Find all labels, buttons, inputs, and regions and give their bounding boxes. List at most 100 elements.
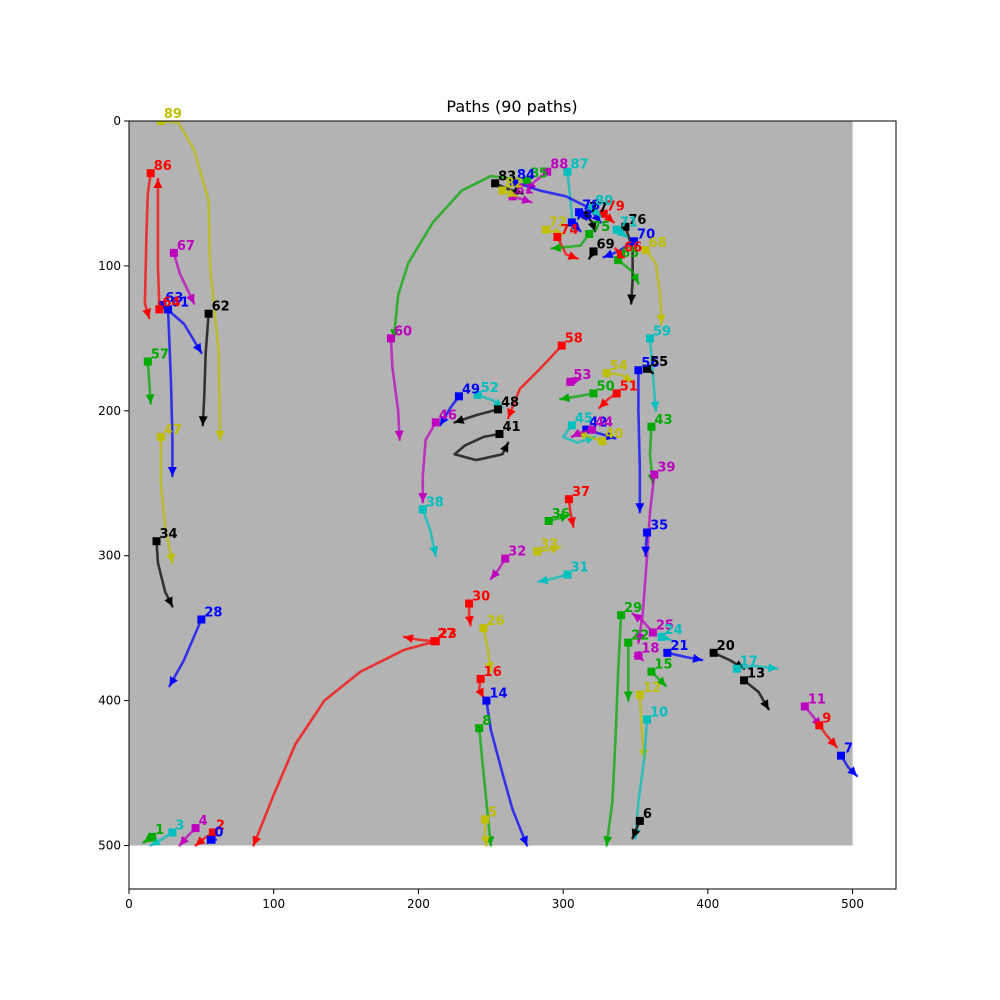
path-end-arrow	[558, 513, 569, 523]
grayscale-image-extent	[129, 121, 853, 846]
path-start-marker	[650, 470, 659, 479]
path-57	[143, 357, 155, 405]
path-line	[143, 171, 153, 320]
path-end-arrow	[390, 328, 400, 339]
path-number-label: 76	[628, 213, 646, 228]
path-number-label: 39	[657, 461, 675, 476]
path-start-marker	[630, 237, 639, 246]
path-49	[438, 392, 463, 427]
path-number-label: 67	[177, 239, 195, 254]
path-59	[645, 334, 660, 413]
path-50	[558, 389, 598, 403]
path-end-arrow	[169, 676, 178, 687]
path-number-label: 57	[151, 348, 169, 363]
path-80	[588, 203, 603, 218]
path-start-marker	[473, 390, 482, 399]
path-start-marker	[641, 245, 650, 254]
path-2	[194, 828, 217, 847]
path-start-marker	[501, 554, 510, 563]
path-67	[169, 248, 196, 305]
path-line	[201, 312, 210, 427]
path-end-arrow	[521, 195, 532, 204]
path-end-arrow	[571, 428, 582, 437]
path-start-marker	[208, 828, 217, 837]
path-end-arrow	[827, 737, 837, 747]
path-start-marker	[588, 203, 597, 212]
path-end-arrow	[454, 415, 465, 424]
path-58	[506, 341, 566, 420]
path-end-arrow	[186, 293, 195, 304]
path-start-marker	[475, 724, 484, 733]
path-28	[168, 615, 206, 688]
x-tick-label: 100	[262, 897, 285, 911]
path-start-marker	[635, 690, 644, 699]
path-21	[663, 648, 704, 663]
path-44	[570, 425, 597, 439]
path-number-label: 4	[199, 814, 208, 829]
path-end-arrow	[464, 615, 474, 626]
path-51	[598, 389, 621, 410]
path-number-label: 2	[216, 818, 225, 833]
x-tick-label: 200	[407, 897, 430, 911]
path-number-label: 78	[582, 198, 600, 213]
path-65	[614, 256, 640, 285]
path-25	[631, 612, 657, 637]
path-number-label: 48	[501, 395, 519, 410]
path-number-label: 1	[155, 823, 164, 838]
path-74	[553, 232, 579, 260]
path-5	[480, 815, 490, 847]
path-end-arrow	[394, 430, 404, 440]
path-line	[421, 421, 438, 504]
path-number-label: 58	[565, 332, 583, 347]
path-start-marker	[479, 624, 488, 633]
path-start-marker	[612, 225, 621, 234]
path-start-marker	[732, 664, 741, 673]
path-line	[637, 473, 656, 644]
path-start-marker	[647, 422, 656, 431]
path-end-arrow	[570, 221, 581, 232]
path-number-label: 74	[560, 223, 578, 238]
path-69	[587, 247, 598, 260]
path-number-label: 41	[502, 420, 520, 435]
path-66	[613, 247, 626, 259]
path-start-marker	[169, 248, 178, 257]
path-line	[644, 248, 663, 326]
path-start-marker	[155, 305, 164, 314]
path-line	[648, 337, 658, 413]
path-number-label: 22	[631, 629, 649, 644]
path-number-label: 82	[505, 177, 523, 192]
path-start-marker	[563, 570, 572, 579]
path-end-arrow	[519, 835, 528, 846]
path-number-label: 69	[597, 237, 615, 252]
path-number-label: 42	[589, 416, 607, 431]
path-number-label: 65	[621, 246, 639, 261]
path-start-marker	[509, 177, 518, 186]
path-start-marker	[647, 667, 656, 676]
path-number-label: 14	[489, 687, 507, 702]
path-9	[815, 721, 838, 749]
path-end-arrow	[660, 632, 671, 642]
path-start-marker	[582, 211, 591, 220]
path-start-marker	[837, 751, 846, 760]
path-start-marker	[418, 505, 427, 514]
path-end-arrow	[475, 687, 484, 698]
path-start-marker	[557, 341, 566, 350]
path-start-marker	[612, 389, 621, 398]
path-number-label: 64	[162, 295, 180, 310]
path-line	[477, 726, 493, 847]
path-end-arrow	[153, 178, 163, 188]
path-line	[252, 639, 438, 847]
path-number-label: 50	[597, 379, 615, 394]
path-number-label: 61	[171, 295, 189, 310]
path-number-label: 45	[575, 411, 593, 426]
path-start-marker	[156, 432, 165, 441]
path-number-label: 31	[570, 561, 588, 576]
path-end-arrow	[603, 249, 614, 259]
path-start-marker	[598, 437, 607, 446]
path-start-marker	[648, 628, 657, 637]
path-end-arrow	[656, 314, 666, 324]
path-end-arrow	[142, 308, 151, 319]
x-tick-label: 300	[552, 897, 575, 911]
path-0	[206, 835, 218, 845]
path-end-arrow	[576, 209, 587, 220]
